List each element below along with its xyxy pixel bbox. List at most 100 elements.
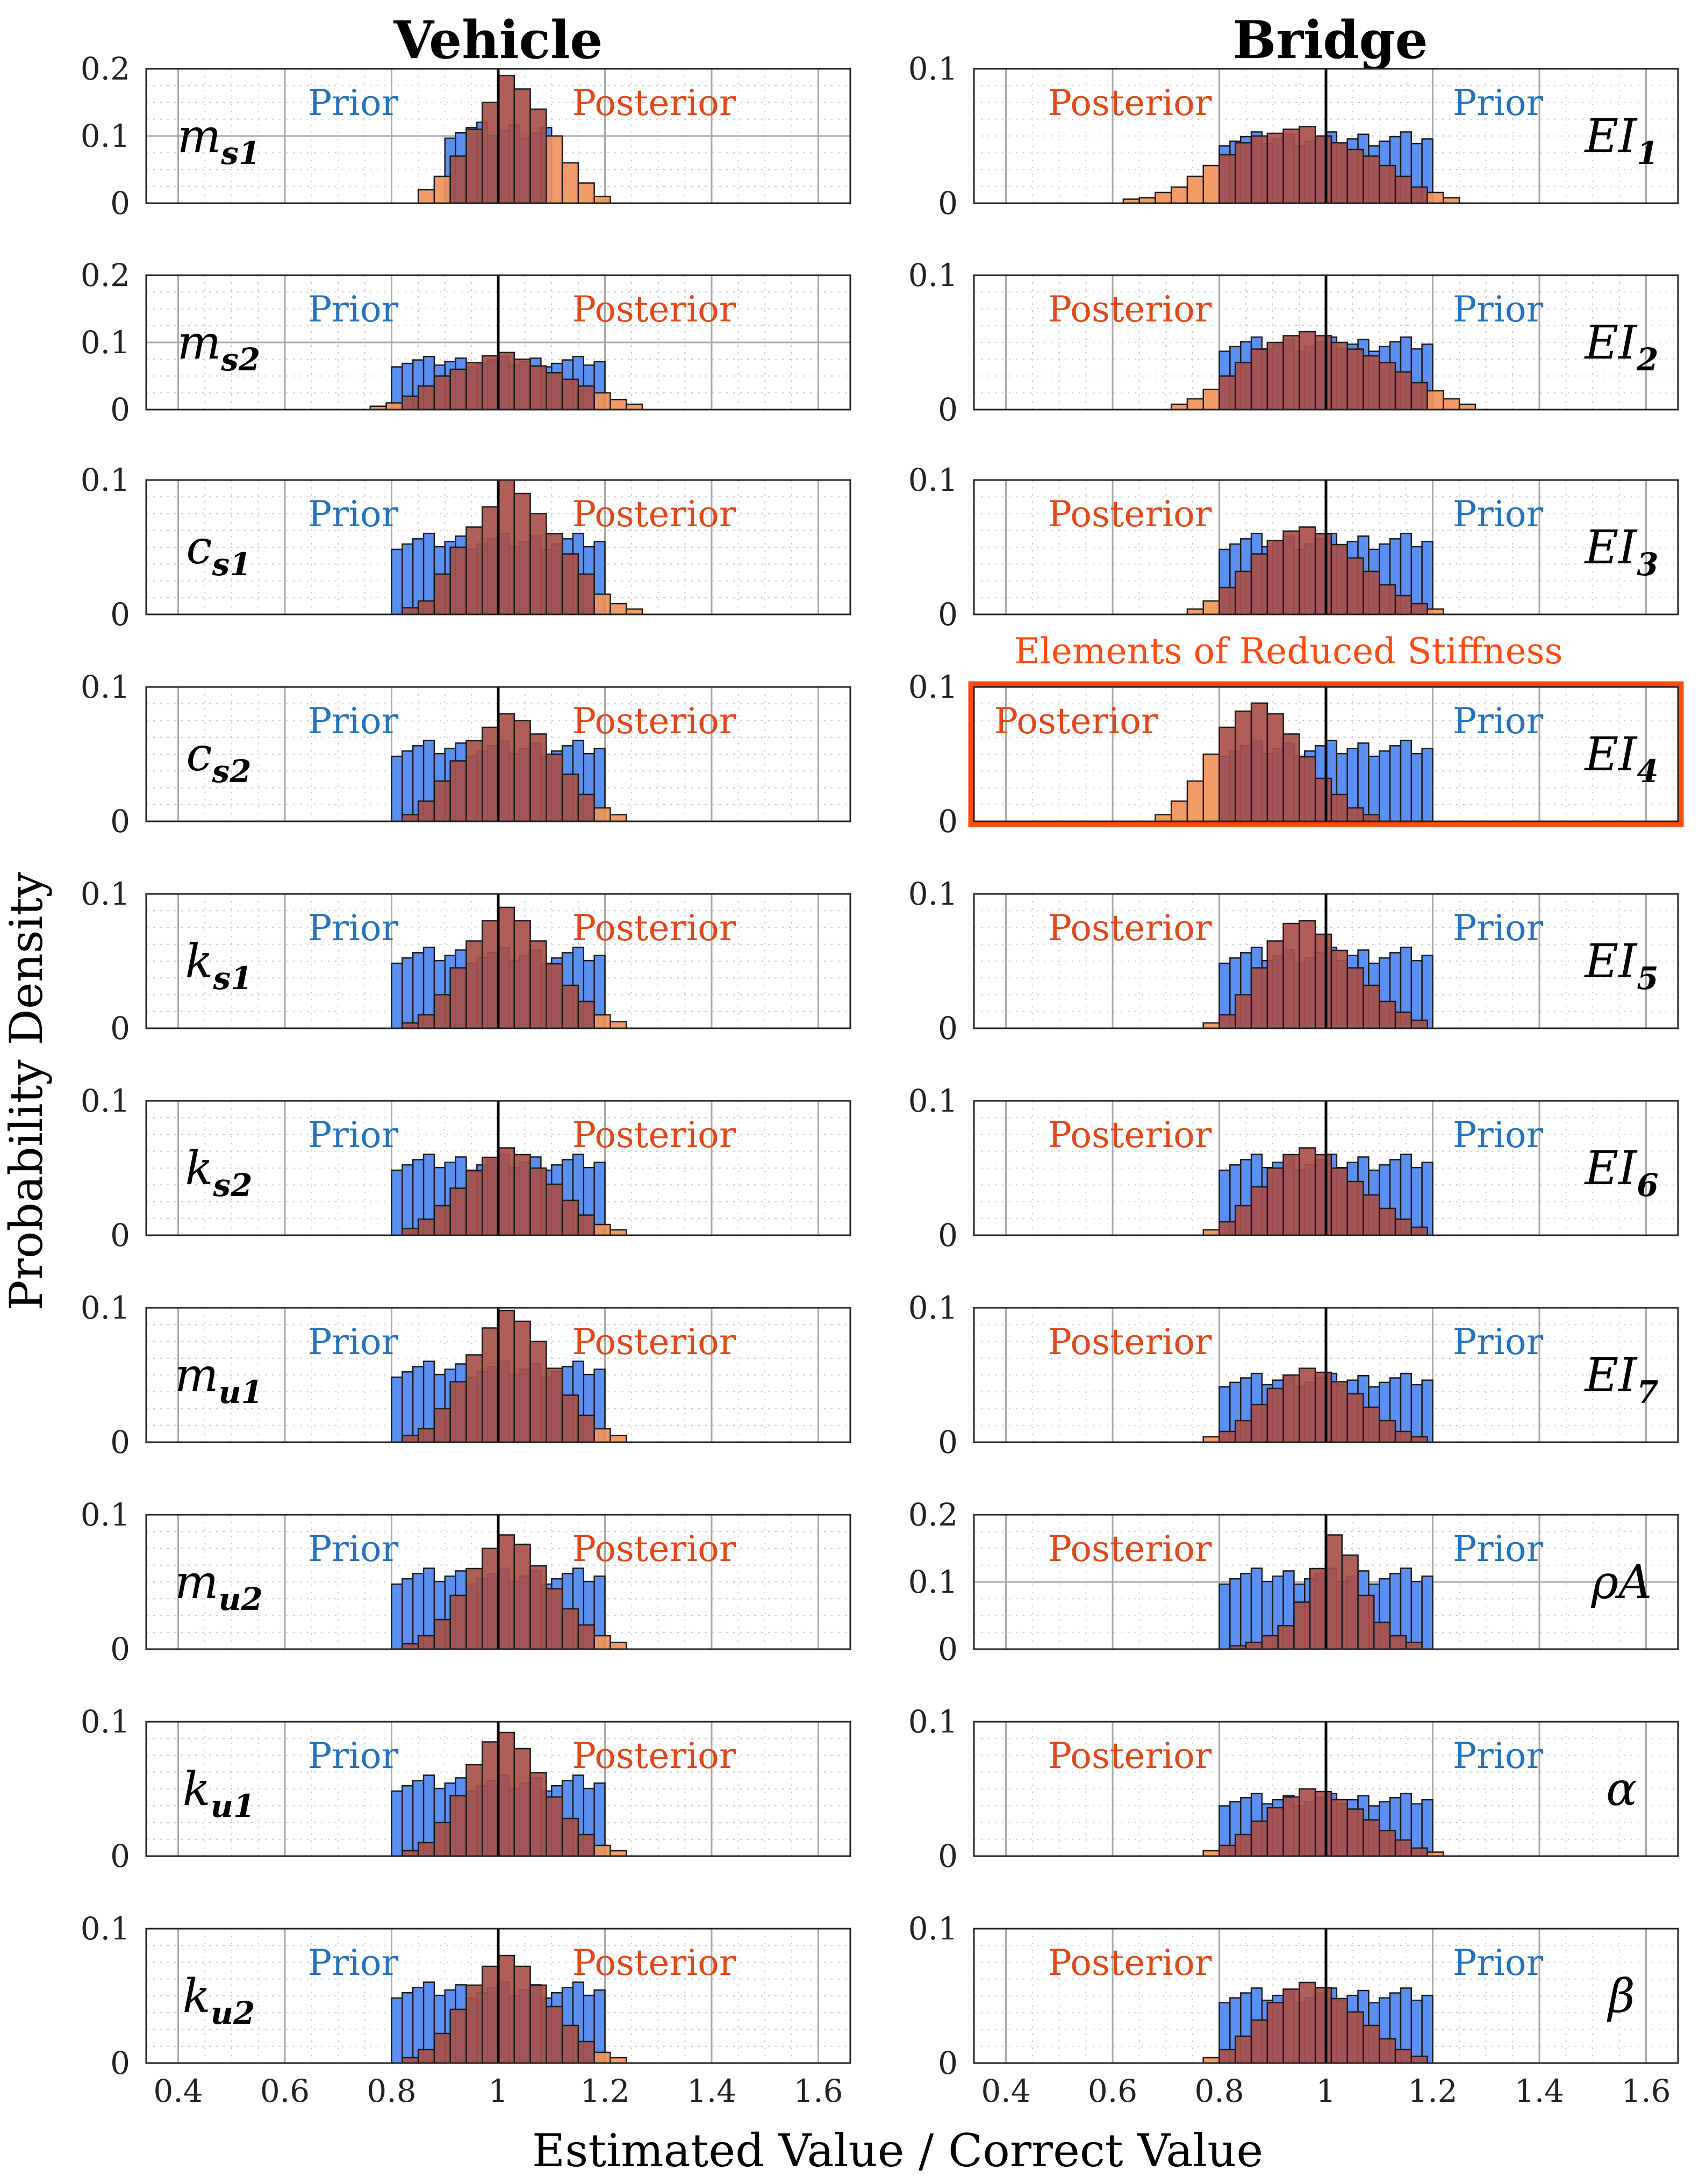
posterior-bar [1282,530,1300,615]
x-tick-label: 0.4 [153,2073,203,2109]
x-tick-label: 1.4 [687,2073,736,2109]
posterior-bar [1250,1820,1268,1857]
panel-rhoA: 0 0.1 0.2 ρA Prior Posterior [908,1496,1679,1667]
posterior-bar [513,1748,531,1857]
param-label: ρA [1591,1556,1652,1609]
posterior-bar [610,603,627,615]
param-subscript: s2 [220,341,260,378]
plot-frame [145,1100,851,1236]
posterior-bar [1346,1180,1364,1236]
posterior-bar [1250,1404,1268,1443]
posterior-bar [1378,2038,1396,2064]
posterior-bar [561,553,579,615]
posterior-label: Posterior [572,907,736,949]
prior-bar [1421,748,1433,822]
x-tick-label: 0.4 [981,2073,1030,2109]
posterior-bar [593,807,611,822]
posterior-bar [1266,1167,1284,1236]
plot-frame [145,1307,851,1443]
posterior-bar [481,1741,499,1857]
prior-bar [391,1997,403,2064]
posterior-bar [1299,331,1316,411]
plot-frame [973,1721,1679,1857]
posterior-bar [1299,1981,1316,2064]
prior-bar [1421,1994,1433,2064]
panel-beta: 0 0.1 β Prior Posterior 0.4 0.6 0.8 1 1.2 1.4 1.6 [908,1910,1679,2109]
x-tick-label: 1.2 [1408,2073,1457,2109]
posterior-bar [1363,2024,1380,2064]
x-tick-label: 1.2 [580,2073,629,2109]
posterior-bar [465,740,483,822]
posterior-bar [465,1354,483,1443]
posterior-label: Posterior [1048,1942,1212,1983]
plot-frame [145,274,851,411]
posterior-bar [1443,398,1460,411]
posterior-bar [481,1156,499,1236]
posterior-bar [1155,191,1172,204]
posterior-bar [433,175,451,204]
posterior-bar [593,1844,611,1857]
posterior-bar [1378,584,1396,615]
posterior-bar [1378,1207,1396,1236]
posterior-bar [546,533,563,615]
x-tick-label: 0.6 [260,2073,310,2109]
column-title-bridge: Bridge [1232,10,1428,70]
posterior-bar [433,2032,451,2064]
y-tick-label: 0.1 [81,1496,130,1533]
posterior-bar [465,526,483,615]
posterior-bar [577,1834,595,1857]
y-tick-label: 0 [938,391,958,428]
prior-label: Prior [1453,1528,1544,1570]
prior-label: Prior [1453,1321,1544,1363]
posterior-bar [1186,398,1204,411]
posterior-bar [529,1984,547,2064]
posterior-bar [1266,2002,1284,2064]
plot-frame [145,479,851,615]
prior-bar [1410,1580,1423,1650]
posterior-bar [417,189,435,204]
posterior-bar [481,506,499,615]
posterior-bar [1282,733,1300,822]
posterior-bar [1378,1420,1396,1443]
posterior-bar [1218,1844,1236,1857]
prior-label: Prior [1453,1735,1544,1777]
param-subscript: u2 [211,1995,255,2031]
posterior-bar [1330,949,1348,1029]
posterior-bar [417,1218,435,1236]
posterior-bar [1394,595,1413,615]
posterior-bar [561,2024,579,2064]
prior-label: Prior [1453,1114,1544,1156]
y-tick-label: 0.1 [908,1290,958,1326]
posterior-bar [1202,389,1220,411]
posterior-bar [1266,540,1284,615]
posterior-bar [513,1543,531,1650]
posterior-bar [546,2006,563,2064]
column-title-vehicle: Vehicle [393,10,603,70]
posterior-label: Posterior [1048,1114,1212,1156]
posterior-bar [497,906,515,1029]
posterior-bar [593,1014,611,1029]
prior-bar [402,1164,414,1236]
posterior-bar [577,793,595,822]
y-tick-label: 0.1 [81,669,130,705]
y-tick-label: 0.1 [81,876,130,912]
param-subscript: 7 [1637,1374,1658,1410]
posterior-bar [1314,777,1332,822]
posterior-label: Posterior [572,700,736,742]
posterior-bar [546,753,563,822]
posterior-bar [1410,1226,1428,1236]
y-tick-label: 0 [938,596,958,633]
posterior-bar [449,546,467,615]
posterior-bar [449,760,467,822]
posterior-bar [1363,570,1380,615]
posterior-bar [433,1205,451,1236]
posterior-label: Posterior [1048,1735,1212,1777]
posterior-bar [529,1565,547,1650]
posterior-bar [577,1000,595,1029]
